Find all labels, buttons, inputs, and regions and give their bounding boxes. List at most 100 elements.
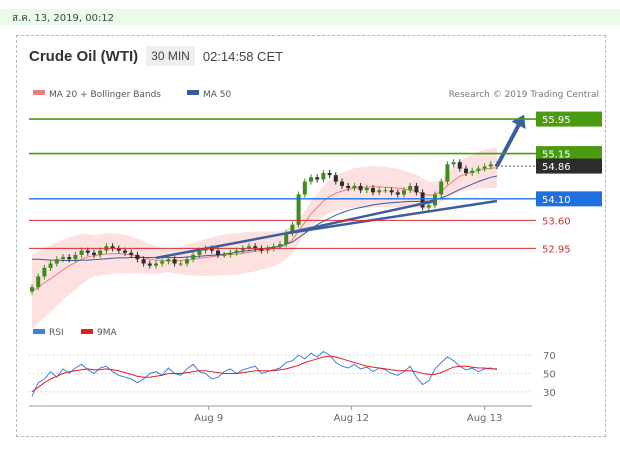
candle-body — [414, 185, 419, 193]
forecast-arrow-shaft — [495, 118, 524, 168]
rsi-tick-label: 70 — [543, 351, 556, 362]
candle-body — [172, 259, 177, 264]
ma50-legend-label: MA 50 — [203, 90, 232, 100]
rsi-legend-label: RSI — [49, 328, 64, 338]
candle-body — [389, 190, 394, 193]
candle-body — [402, 190, 406, 195]
level-label-53.60: 53.60 — [542, 216, 571, 227]
candle-body — [358, 185, 363, 191]
candle-body — [85, 250, 90, 253]
candle-body — [482, 166, 487, 169]
candle-body — [110, 246, 115, 249]
candle-body — [488, 164, 493, 167]
ma20-line — [31, 167, 498, 292]
candle-body — [451, 162, 456, 165]
candle-body — [123, 250, 127, 253]
candle-body — [36, 276, 41, 288]
price-plot — [30, 114, 526, 329]
trendline — [286, 199, 498, 235]
candle-body — [222, 254, 227, 256]
candle-body — [445, 164, 450, 182]
candle-body — [178, 263, 183, 265]
candle-body — [48, 263, 53, 268]
candle-body — [284, 233, 289, 245]
candle-body — [271, 246, 276, 249]
candle-body — [290, 224, 295, 234]
chart-header: Crude Oil (WTI) 30 MIN 02:14:58 CET — [29, 45, 283, 67]
x-tick-label: Aug 13 — [467, 413, 502, 424]
level-label-55.15: 55.15 — [542, 150, 571, 161]
forecast-arrow-head — [511, 114, 526, 129]
candle-body — [309, 177, 313, 182]
timestamp: ส.ค. 13, 2019, 00:12 — [12, 13, 115, 24]
candle-body — [240, 248, 245, 251]
x-tick-label: Aug 9 — [194, 413, 223, 424]
candle-body — [116, 248, 121, 251]
candle-body — [73, 254, 78, 260]
candle-body — [228, 252, 233, 255]
ma9-legend-label: 9MA — [97, 328, 117, 338]
candle-body — [67, 257, 72, 260]
candle-body — [154, 263, 158, 266]
level-box-55.95 — [536, 111, 602, 127]
candle-body — [191, 254, 196, 260]
clock: 02:14:58 CET — [202, 48, 284, 64]
candle-body — [92, 252, 96, 255]
candle-body — [234, 250, 239, 253]
candle-body — [464, 168, 468, 173]
candle-body — [364, 188, 369, 191]
candle-body — [346, 185, 351, 189]
candle-body — [61, 257, 65, 260]
trendline — [155, 232, 287, 260]
candle-body — [340, 181, 344, 186]
candle-body — [160, 261, 165, 264]
candle-body — [259, 248, 264, 251]
level-label-54.10: 54.10 — [542, 195, 571, 206]
candle-body — [247, 246, 251, 249]
candle-body — [253, 246, 258, 249]
candle-body — [129, 252, 134, 255]
candle-body — [315, 177, 320, 180]
date-bar: ส.ค. 13, 2019, 00:12 — [0, 9, 620, 25]
candle-body — [30, 287, 34, 292]
candle-body — [141, 259, 146, 264]
rsi-plot: 30 50 70 — [29, 350, 556, 399]
level-label-52.95: 52.95 — [542, 244, 571, 255]
candle-body — [383, 190, 388, 192]
candle-body — [197, 250, 202, 255]
candle-body — [147, 263, 152, 266]
candle-body — [135, 254, 140, 260]
chart-panel: Crude Oil (WTI) 30 MIN 02:14:58 CET MA 2… — [16, 35, 606, 437]
ma9-legend-swatch — [81, 329, 93, 334]
candle-body — [185, 259, 189, 264]
x-axis: Aug 9 Aug 12 Aug 13 — [29, 405, 532, 424]
level-label-54.86: 54.86 — [542, 162, 571, 173]
candle-body — [327, 172, 332, 176]
candle-body — [433, 194, 437, 206]
candle-body — [166, 259, 171, 262]
candle-body — [371, 188, 375, 193]
rsi-tick-label: 30 — [543, 388, 556, 399]
candle-body — [42, 267, 47, 277]
candle-body — [352, 185, 357, 189]
candle-body — [296, 194, 301, 225]
rsi-legend-swatch — [33, 329, 45, 334]
candle-body — [321, 172, 326, 180]
candle-body — [457, 162, 462, 169]
instrument-title: Crude Oil (WTI) — [29, 47, 139, 65]
chart-canvas: MA 20 + Bollinger Bands MA 50 Research ©… — [29, 90, 602, 424]
ma50-legend-swatch — [187, 90, 199, 95]
candle-body — [470, 170, 475, 173]
candle-body — [98, 250, 103, 255]
research-credit: Research © 2019 Trading Central — [449, 90, 599, 100]
candle-body — [377, 190, 382, 193]
ma20-legend-label: MA 20 + Bollinger Bands — [49, 90, 161, 100]
level-box-54.86 — [536, 158, 602, 174]
timeframe-badge[interactable]: 30 MIN — [146, 46, 195, 66]
candle-body — [54, 259, 59, 264]
ma20-legend-swatch — [33, 90, 45, 95]
trendline — [285, 199, 436, 235]
candle-body — [439, 181, 444, 195]
level-label-55.95: 55.95 — [542, 115, 571, 126]
